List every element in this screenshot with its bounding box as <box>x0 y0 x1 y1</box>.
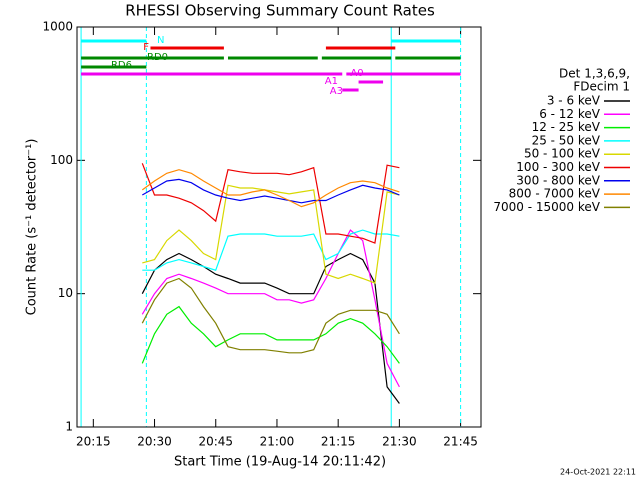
state-label: A0 <box>350 68 363 79</box>
y-tick-label: 1 <box>65 420 73 434</box>
x-tick-label: 20:15 <box>76 435 111 449</box>
footer: 24-Oct-2021 22:11 <box>560 468 636 477</box>
series-line <box>142 229 400 271</box>
legend-title: Det 1,3,6,9, <box>559 67 630 81</box>
series-line <box>142 178 400 204</box>
state-label: N <box>157 35 164 46</box>
x-tick-label: 20:30 <box>137 435 172 449</box>
legend-label: 100 - 300 keV <box>516 160 600 174</box>
legend-label: 300 - 800 keV <box>516 173 600 187</box>
y-tick-label: 10 <box>58 286 73 300</box>
x-tick-label: 20:45 <box>198 435 233 449</box>
y-tick-label: 1000 <box>42 20 73 34</box>
series-line <box>141 277 400 354</box>
x-tick-label: 21:30 <box>382 435 417 449</box>
legend-label: 3 - 6 keV <box>547 94 601 108</box>
x-tick-label: 21:45 <box>443 435 478 449</box>
series-line <box>141 305 400 364</box>
legend-label: 50 - 100 keV <box>524 147 601 161</box>
legend-label: 6 - 12 keV <box>539 107 601 121</box>
series-line <box>141 252 400 404</box>
series-line <box>141 169 400 208</box>
state-label: F <box>143 42 149 53</box>
series-line <box>141 163 400 244</box>
chart-title: RHESSI Observing Summary Count Rates <box>125 2 435 20</box>
legend-title: FDecim 1 <box>573 80 630 94</box>
x-tick-label: 21:15 <box>321 435 356 449</box>
x-axis-label: Start Time (19-Aug-14 20:11:42) <box>174 455 386 470</box>
plot-frame <box>76 26 482 428</box>
legend-label: 800 - 7000 keV <box>509 187 601 201</box>
series-line <box>142 184 400 284</box>
legend-label: 25 - 50 keV <box>532 133 601 147</box>
y-tick-label: 100 <box>50 153 73 167</box>
y-axis-label: Count Rate (s⁻¹ detector⁻¹) <box>25 139 40 316</box>
state-label: RD0 <box>147 52 168 63</box>
legend-label: 7000 - 15000 keV <box>493 200 600 214</box>
state-label: A3 <box>330 86 343 97</box>
legend-label: 12 - 25 keV <box>532 120 601 134</box>
series-line <box>141 229 400 388</box>
state-label: RD6 <box>111 60 132 71</box>
x-tick-label: 21:00 <box>260 435 295 449</box>
state-label: A1 <box>325 76 338 87</box>
